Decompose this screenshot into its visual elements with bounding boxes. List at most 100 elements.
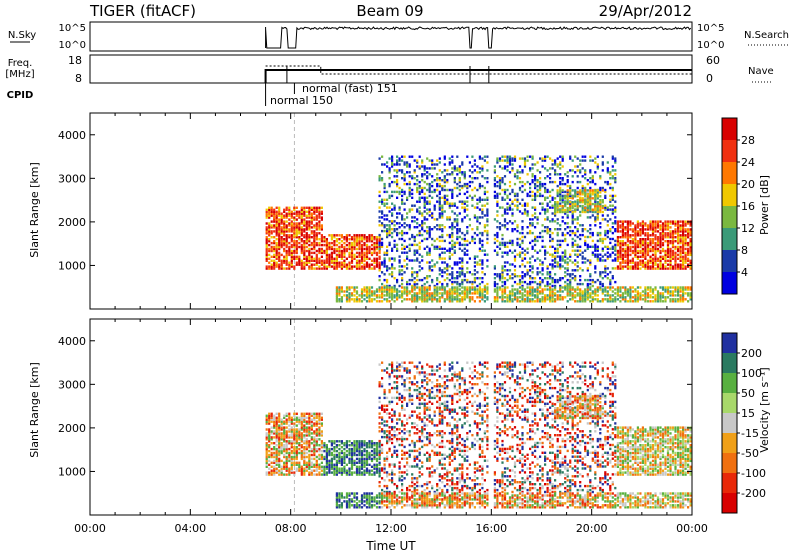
power-echo-cell [656,240,660,243]
velocity-echo-cell [275,418,278,421]
power-echo-cell [363,243,366,247]
velocity-echo-cell [268,416,271,419]
power-echo-cell [534,296,537,299]
power-echo-cell [448,298,451,301]
power-echo-cell [576,169,579,172]
power-echo-cell [511,243,514,247]
power-echo-cell [378,265,381,268]
power-echo-cell [656,220,660,223]
power-echo-cell [348,267,351,270]
power-echo-cell [408,182,411,186]
power-echo-cell [581,229,584,233]
power-echo-cell [626,245,629,249]
velocity-echo-cell [293,440,296,443]
power-echo-cell [340,265,343,268]
power-echo-cell [569,201,572,204]
power-echo-cell [411,196,414,199]
power-echo-cell [529,155,532,158]
power-echo-cell [378,220,381,223]
velocity-echo-cell [278,414,281,417]
power-echo-cell [453,245,456,248]
velocity-echo-cell [285,451,288,455]
power-echo-cell [471,196,474,199]
power-echo-cell [290,214,293,217]
power-echo-cell [536,292,539,295]
power-echo-cell [496,226,499,229]
power-echo-cell [589,193,592,196]
power-echo-cell [576,199,579,202]
power-echo-cell [388,284,391,288]
power-echo-cell [298,257,301,260]
power-echo-cell [687,241,690,245]
power-echo-cell [541,159,544,162]
power-echo-cell [416,278,419,282]
power-echo-cell [461,292,464,295]
power-echo-cell [609,171,612,174]
power-echo-cell [468,280,471,284]
power-echo-cell [591,180,594,184]
power-echo-cell [566,201,569,204]
power-echo-cell [584,290,587,293]
power-echo-cell [486,298,489,301]
power-echo-cell [664,259,667,262]
power-echo-cell [483,186,486,190]
velocity-echo-cell [285,430,288,433]
velocity-echo-cell [275,430,278,433]
power-echo-cell [408,224,411,227]
power-echo-cell [456,182,459,186]
power-echo-cell [318,222,321,225]
power-echo-cell [300,218,303,221]
power-echo-cell [363,290,366,293]
power-echo-cell [586,269,589,272]
power-echo-cell [423,198,426,201]
power-echo-cell [463,288,466,291]
power-echo-cell [431,214,434,217]
power-echo-cell [463,298,466,301]
velocity-echo-cell [265,442,268,445]
power-echo-cell [446,273,449,276]
power-echo-cell [368,298,371,301]
power-echo-cell [606,273,609,276]
power-echo-cell [358,255,361,258]
power-echo-cell [674,222,677,225]
power-echo-cell [609,300,612,303]
power-echo-cell [501,177,504,180]
power-echo-cell [671,220,675,223]
power-echo-cell [288,224,291,227]
power-echo-cell [348,251,351,255]
power-echo-cell [300,259,303,262]
power-echo-cell [433,188,436,192]
power-echo-cell [375,290,379,293]
power-echo-cell [526,214,529,217]
power-echo-cell [293,257,296,260]
power-echo-cell [501,269,504,272]
power-echo-cell [687,249,690,253]
power-echo-cell [403,298,406,301]
power-echo-cell [413,284,416,288]
power-echo-cell [398,159,401,162]
power-echo-cell [581,251,584,254]
power-echo-cell [549,190,552,194]
power-echo-cell [576,202,579,206]
power-echo-cell [478,292,481,295]
power-echo-cell [601,241,604,245]
power-echo-cell [513,296,517,299]
power-echo-cell [669,298,672,301]
power-echo-cell [486,220,489,223]
velocity-echo-cell [278,438,281,441]
power-echo-cell [626,259,629,262]
power-echo-cell [318,208,321,211]
power-echo-cell [355,240,359,243]
power-echo-cell [654,224,657,227]
power-echo-cell [278,257,281,260]
power-echo-cell [674,300,677,303]
power-echo-cell [611,277,614,280]
velocity-echo-cell [273,461,276,464]
power-echo-cell [626,263,629,266]
power-echo-cell [428,288,431,291]
power-echo-cell [403,286,406,289]
power-echo-cell [268,247,271,251]
velocity-echo-cell [275,469,278,472]
power-echo-cell [280,243,283,247]
velocity-echo-cell [293,430,296,433]
